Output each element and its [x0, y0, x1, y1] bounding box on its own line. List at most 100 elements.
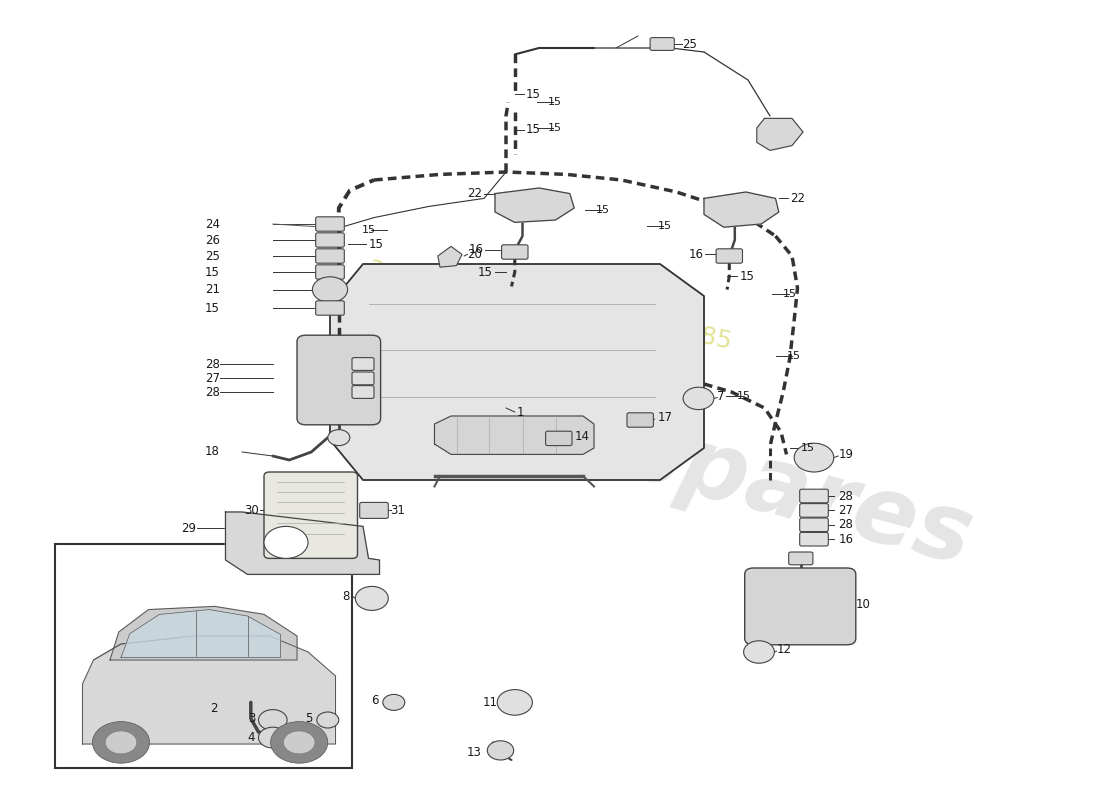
- FancyBboxPatch shape: [264, 472, 358, 558]
- Text: 15: 15: [596, 205, 611, 214]
- Text: 28: 28: [205, 386, 220, 398]
- Text: 15: 15: [477, 266, 493, 278]
- Circle shape: [497, 690, 532, 715]
- FancyBboxPatch shape: [800, 504, 828, 518]
- Text: 28: 28: [838, 518, 854, 531]
- Polygon shape: [757, 118, 803, 150]
- Text: 15: 15: [801, 443, 815, 453]
- Text: 11: 11: [482, 696, 497, 709]
- Text: 26: 26: [205, 234, 220, 246]
- Text: 22: 22: [790, 192, 805, 205]
- Text: 15: 15: [737, 391, 751, 401]
- Circle shape: [683, 387, 714, 410]
- Text: 16: 16: [469, 243, 484, 256]
- Circle shape: [92, 722, 150, 763]
- Text: 15: 15: [548, 123, 562, 133]
- FancyBboxPatch shape: [316, 217, 344, 231]
- Text: 27: 27: [205, 372, 220, 385]
- Text: 25: 25: [205, 250, 220, 262]
- Polygon shape: [226, 512, 380, 574]
- FancyBboxPatch shape: [546, 431, 572, 446]
- Polygon shape: [495, 188, 574, 222]
- Text: 10: 10: [856, 598, 871, 610]
- Text: 13: 13: [466, 746, 482, 758]
- FancyBboxPatch shape: [800, 490, 828, 503]
- Circle shape: [744, 641, 774, 663]
- Circle shape: [271, 722, 328, 763]
- FancyBboxPatch shape: [352, 386, 374, 398]
- Circle shape: [383, 694, 405, 710]
- Polygon shape: [82, 636, 336, 744]
- Text: 15: 15: [783, 290, 798, 299]
- Circle shape: [258, 710, 287, 730]
- Circle shape: [487, 741, 514, 760]
- Text: 15: 15: [658, 221, 672, 230]
- Text: 18: 18: [205, 446, 220, 458]
- Text: 15: 15: [526, 123, 541, 136]
- Text: 8: 8: [342, 590, 350, 602]
- Text: 15: 15: [205, 302, 220, 314]
- Text: 2: 2: [210, 702, 218, 714]
- Text: 15: 15: [526, 88, 541, 101]
- Circle shape: [317, 712, 339, 728]
- FancyBboxPatch shape: [745, 568, 856, 645]
- FancyBboxPatch shape: [352, 358, 374, 370]
- Bar: [55, 544, 352, 768]
- Circle shape: [284, 731, 315, 754]
- Circle shape: [328, 430, 350, 446]
- FancyBboxPatch shape: [716, 249, 742, 263]
- Text: 1: 1: [517, 406, 525, 418]
- Polygon shape: [110, 606, 297, 660]
- Text: 16: 16: [689, 248, 704, 261]
- FancyBboxPatch shape: [789, 552, 813, 565]
- Text: 4: 4: [248, 731, 255, 744]
- FancyBboxPatch shape: [627, 413, 653, 427]
- Circle shape: [106, 731, 136, 754]
- FancyBboxPatch shape: [360, 502, 388, 518]
- Text: 29: 29: [180, 522, 196, 534]
- FancyBboxPatch shape: [316, 233, 344, 247]
- Text: 31: 31: [390, 504, 406, 517]
- Text: 5: 5: [305, 712, 312, 725]
- Text: 3: 3: [248, 712, 255, 725]
- Text: 17: 17: [658, 411, 673, 424]
- Text: 24: 24: [205, 218, 220, 230]
- Circle shape: [312, 277, 348, 302]
- FancyBboxPatch shape: [316, 249, 344, 263]
- Text: 15: 15: [786, 351, 801, 361]
- FancyBboxPatch shape: [352, 372, 374, 385]
- Polygon shape: [434, 416, 594, 454]
- FancyBboxPatch shape: [297, 335, 381, 425]
- Text: 21: 21: [205, 283, 220, 296]
- FancyBboxPatch shape: [800, 533, 828, 546]
- Text: 16: 16: [838, 533, 854, 546]
- FancyBboxPatch shape: [502, 245, 528, 259]
- Text: 25: 25: [682, 38, 697, 50]
- Text: 12: 12: [777, 643, 792, 656]
- Polygon shape: [438, 246, 462, 267]
- FancyBboxPatch shape: [650, 38, 674, 50]
- Text: 30: 30: [244, 504, 258, 517]
- FancyBboxPatch shape: [316, 301, 344, 315]
- Text: 14: 14: [574, 430, 590, 442]
- Text: 15: 15: [205, 266, 220, 278]
- Text: 28: 28: [205, 358, 220, 370]
- Text: 15: 15: [548, 98, 562, 107]
- Polygon shape: [704, 192, 779, 227]
- Text: 20: 20: [468, 248, 483, 261]
- Text: 15: 15: [362, 226, 376, 235]
- Text: eurospares: eurospares: [382, 342, 982, 586]
- Text: 15: 15: [739, 270, 755, 282]
- Text: 6: 6: [371, 694, 378, 707]
- Text: 22: 22: [466, 187, 482, 200]
- Circle shape: [258, 727, 287, 748]
- FancyBboxPatch shape: [800, 518, 828, 532]
- Text: 28: 28: [838, 490, 854, 502]
- Circle shape: [794, 443, 834, 472]
- Text: 15: 15: [368, 238, 384, 250]
- FancyBboxPatch shape: [316, 265, 344, 279]
- Text: 19: 19: [838, 448, 854, 461]
- Text: a passion for auto since 1985: a passion for auto since 1985: [366, 254, 734, 354]
- Text: 27: 27: [838, 504, 854, 517]
- Polygon shape: [121, 610, 280, 658]
